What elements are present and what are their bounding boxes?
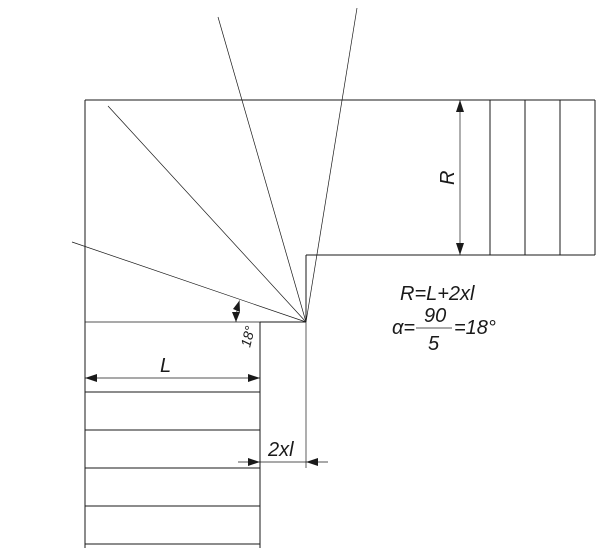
winder-rays — [72, 8, 357, 322]
formula-den: 5 — [428, 333, 440, 355]
stair-winder-diagram: L 2xl R 18° R=L+2xl α= 90 5 =18° — [0, 0, 600, 551]
dim-angle: 18° — [232, 301, 258, 349]
dim-L-label: L — [160, 355, 171, 377]
formula-num: 90 — [424, 305, 446, 327]
formula-block: R=L+2xl α= 90 5 =18° — [392, 283, 496, 355]
vertical-treads — [85, 392, 260, 544]
dim-L: L — [85, 355, 260, 392]
formula-alpha-eq: α= — [392, 317, 415, 339]
formula-R: R=L+2xl — [400, 283, 475, 305]
dim-R-label: R — [437, 171, 459, 185]
formula-result: =18° — [454, 317, 496, 339]
dim-R: R — [437, 100, 490, 255]
stair-outline — [85, 100, 595, 548]
dim-2xl-label: 2xl — [267, 439, 294, 461]
dim-angle-label: 18° — [237, 324, 258, 349]
horizontal-treads — [490, 100, 595, 255]
